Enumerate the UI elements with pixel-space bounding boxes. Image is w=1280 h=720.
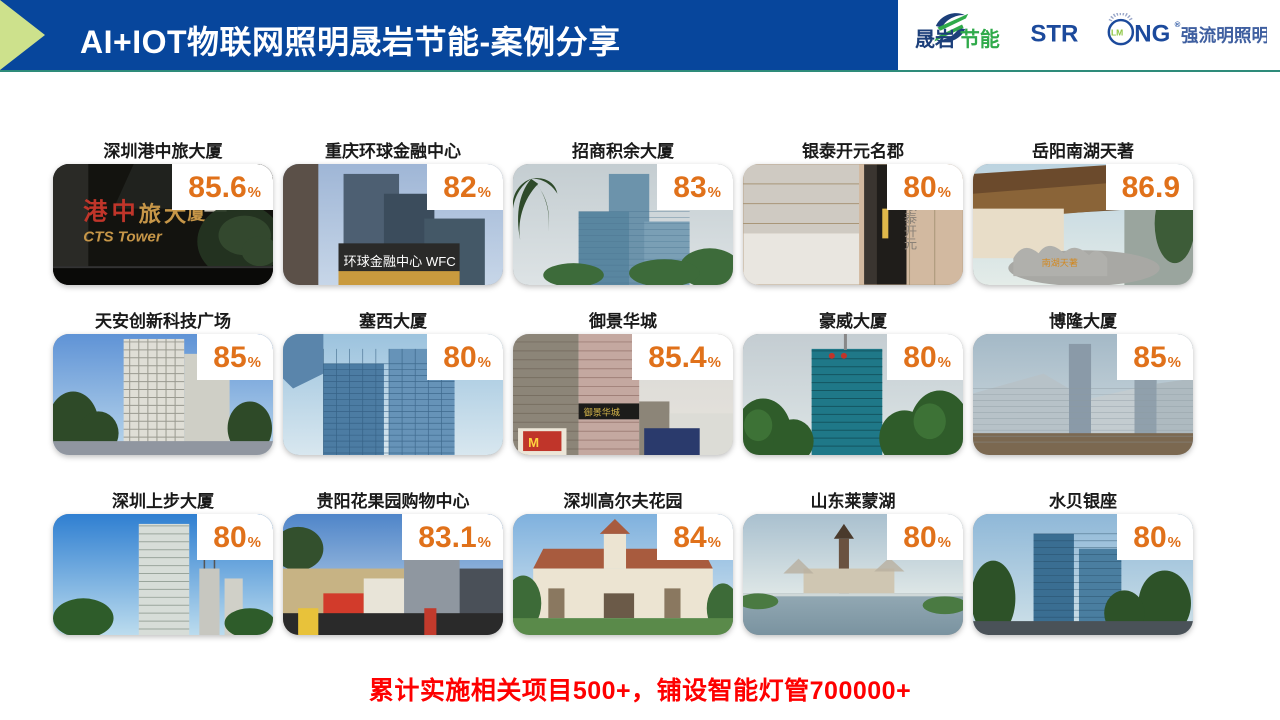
svg-text:强流明照明: 强流明照明 [1181, 24, 1267, 45]
svg-text:STR: STR [1030, 20, 1078, 47]
svg-text:港: 港 [83, 199, 108, 226]
svg-text:晟岩: 晟岩 [915, 28, 955, 51]
svg-text:M: M [528, 435, 539, 450]
svg-text:LM: LM [1111, 27, 1123, 37]
svg-text:御景华城: 御景华城 [584, 406, 620, 417]
svg-text:南湖天著: 南湖天著 [1042, 257, 1078, 268]
svg-text:CTS Tower: CTS Tower [83, 228, 163, 245]
svg-text:旅: 旅 [139, 202, 161, 227]
svg-text:®: ® [1175, 20, 1181, 29]
svg-text:中: 中 [112, 199, 136, 226]
svg-text:节能: 节能 [960, 27, 1000, 51]
svg-text:环球金融中心 WFC: 环球金融中心 WFC [344, 254, 456, 269]
svg-text:NG: NG [1134, 20, 1170, 47]
